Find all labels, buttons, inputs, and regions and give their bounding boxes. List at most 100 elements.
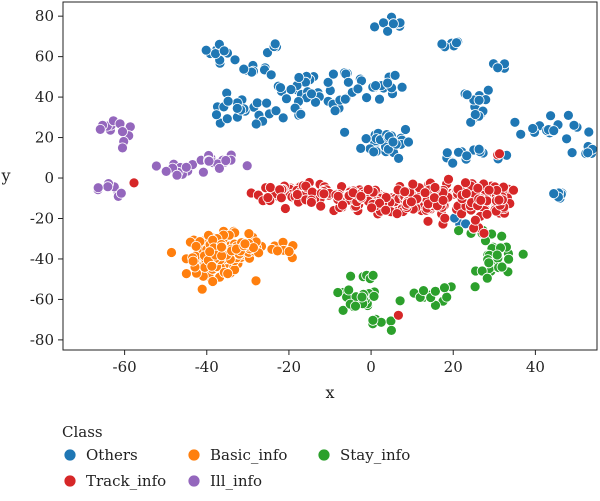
scatter-point-others [262, 47, 273, 58]
scatter-point-ill-info [150, 160, 162, 172]
scatter-point-others [285, 84, 297, 95]
scatter-point-track-info [419, 187, 431, 199]
scatter-point-others [329, 105, 341, 117]
scatter-point-others [369, 21, 381, 33]
scatter-point-track-info [475, 194, 487, 206]
scatter-point-track-info [460, 177, 471, 189]
y-tick-label: 80 [35, 7, 54, 25]
y-tick-label: -40 [30, 250, 54, 268]
scatter-point-others [561, 133, 572, 145]
scatter-point-track-info [391, 208, 403, 220]
points-layer [92, 11, 598, 336]
scatter-point-stay-info [439, 282, 450, 294]
scatter-point-track-info [305, 196, 317, 208]
scatter-point-others [403, 136, 414, 148]
legend-marker [63, 474, 77, 488]
scatter-point-others [461, 89, 473, 101]
x-tick-label: 40 [526, 358, 545, 376]
scatter-point-others [221, 113, 233, 125]
scatter-point-track-info [318, 188, 330, 200]
scatter-point-stay-info [367, 269, 379, 281]
scatter-point-track-info [399, 186, 411, 198]
x-tick-label: -40 [195, 358, 219, 376]
scatter-point-others [339, 93, 351, 105]
scatter-point-basic-info [166, 247, 177, 258]
scatter-point-others [492, 62, 504, 74]
scatter-point-stay-info [496, 230, 508, 242]
legend-item-stay-info: Stay_info [317, 446, 410, 464]
scatter-point-others [293, 72, 305, 83]
y-tick-label: 20 [35, 129, 54, 147]
scatter-point-ill-info [160, 165, 172, 177]
scatter-point-others [200, 44, 212, 56]
scatter-point-others [327, 68, 339, 80]
scatter-point-track-info [508, 184, 519, 196]
scatter-point-others [250, 118, 262, 130]
scatter-point-track-info [374, 197, 385, 209]
y-tick-label: -60 [30, 290, 54, 308]
scatter-point-others [368, 146, 380, 158]
scatter-point-track-info [355, 190, 367, 202]
scatter-point-stay-info [496, 261, 508, 273]
scatter-point-others [382, 25, 394, 37]
scatter-point-others [211, 109, 222, 121]
scatter-point-track-info [337, 199, 348, 211]
scatter-point-others [387, 18, 399, 30]
scatter-point-stay-info [332, 287, 344, 298]
scatter-point-ill-info [241, 160, 253, 172]
scatter-point-ill-info [197, 166, 209, 178]
scatter-point-others [295, 108, 307, 120]
scatter-point-others [265, 69, 277, 81]
scatter-point-stay-info [441, 291, 453, 303]
scatter-point-others [515, 128, 527, 140]
scatter-point-ill-info [220, 155, 232, 166]
scatter-point-stay-info [394, 295, 406, 307]
scatter-point-stay-info [337, 304, 349, 316]
scatter-point-track-info [392, 309, 404, 321]
legend-item-others: Others [63, 446, 138, 464]
scatter-point-others [469, 109, 481, 120]
scatter-point-ill-info [117, 126, 128, 138]
scatter-point-track-info [407, 178, 419, 190]
scatter-point-basic-info [207, 276, 219, 287]
scatter-point-track-info [493, 194, 505, 206]
x-tick-label: -20 [277, 358, 301, 376]
scatter-point-track-info [472, 182, 484, 194]
x-axis-ticks: -60 -40 -20 0 20 40 [113, 350, 545, 376]
scatter-point-track-info [469, 214, 481, 226]
scatter-point-others [322, 77, 334, 88]
legend-title: Class [62, 423, 103, 441]
scatter-point-track-info [380, 204, 392, 216]
scatter-point-track-info [437, 194, 449, 206]
y-tick-label: 40 [35, 88, 54, 106]
legend-marker [63, 448, 77, 462]
scatter-point-ill-info [213, 162, 225, 174]
scatter-point-others [566, 147, 578, 159]
scatter-point-others [374, 93, 385, 105]
scatter-point-others [370, 80, 382, 91]
scatter-point-ill-info [180, 161, 192, 173]
scatter-point-track-info [460, 188, 472, 199]
scatter-point-others [461, 150, 473, 162]
legend-label: Others [86, 446, 138, 464]
scatter-point-basic-info [187, 255, 199, 267]
scatter-point-others [482, 84, 494, 96]
scatter-point-others [218, 45, 230, 57]
scatter-point-others [393, 152, 405, 164]
legend: Class Others Basic_info Stay_info Track_inf… [62, 423, 410, 490]
scatter-point-track-info [332, 190, 344, 202]
scatter-point-others [509, 116, 521, 128]
scatter-point-basic-info [216, 241, 227, 253]
plot-area-frame [62, 1, 598, 351]
scatter-point-stay-info [517, 248, 529, 260]
scatter-point-others [563, 110, 574, 121]
scatter-point-others [473, 94, 485, 106]
scatter-point-track-info [422, 215, 434, 227]
scatter-point-basic-info [222, 268, 234, 280]
scatter-point-others [222, 95, 234, 107]
scatter-point-others [229, 54, 241, 66]
y-tick-label: -80 [30, 331, 54, 349]
scatter-point-others [545, 110, 556, 122]
scatter-point-stay-info [368, 290, 380, 302]
scatter-point-stay-info [367, 314, 379, 326]
